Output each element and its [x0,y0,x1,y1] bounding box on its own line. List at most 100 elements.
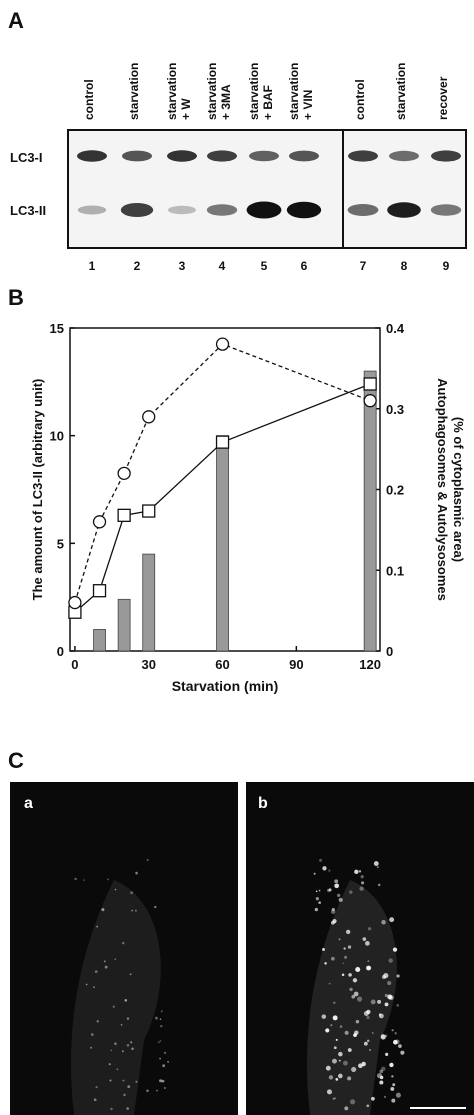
puncta [328,869,331,872]
puncta [376,1073,383,1079]
puncta [361,1061,366,1067]
image-label: b [258,795,268,812]
puncta [347,945,352,949]
band [430,204,462,216]
image-label: a [24,795,33,812]
puncta [344,1030,349,1035]
band [77,150,107,162]
lane-label: starvation [247,63,261,120]
lane-label: recover [436,76,450,120]
puncta [400,1050,405,1055]
puncta [349,987,353,992]
puncta [351,994,356,999]
puncta [126,1017,130,1020]
x-tick-label: 30 [141,657,155,672]
puncta [348,973,352,977]
puncta [367,927,372,931]
marker [215,435,230,449]
band [431,150,461,162]
puncta [120,1024,123,1026]
panel-label: B [8,285,24,310]
band [122,150,152,162]
band-label: LC3-I [10,150,43,165]
puncta [335,1038,338,1041]
puncta [379,1013,382,1016]
puncta [328,982,331,985]
puncta [337,1073,343,1079]
puncta [396,1004,400,1007]
puncta [344,955,348,959]
puncta [104,965,108,969]
puncta [391,1098,396,1103]
puncta [373,861,379,867]
bar [216,435,229,652]
puncta [167,1061,170,1063]
puncta [110,1049,113,1052]
puncta [130,891,134,895]
puncta [366,1015,370,1020]
puncta [353,1033,357,1038]
puncta [342,962,345,965]
marker [142,504,156,518]
puncta [108,1063,111,1066]
puncta [328,1075,334,1080]
y2-axis-label: Autophagosomes & Autolysosomes [435,378,450,601]
puncta [160,1010,163,1013]
puncta [159,1057,161,1060]
puncta [322,948,325,951]
puncta [146,859,149,862]
puncta [134,909,137,912]
y2-axis-label: (% of cytoplasmic area) [451,417,466,562]
lane-label: starvation [394,63,408,120]
marker [363,377,377,391]
puncta [389,1062,394,1068]
panel-label: A [8,8,24,33]
band [77,205,107,215]
puncta [347,1076,352,1081]
band [389,150,419,162]
puncta [338,1059,341,1062]
y-tick-label: 10 [50,429,64,444]
lane-label: + W [179,98,193,120]
puncta [159,1018,162,1021]
bar [117,598,131,652]
band [348,150,378,162]
puncta [334,883,340,889]
puncta [338,1051,343,1057]
puncta [122,1079,125,1082]
x-tick-label: 120 [359,657,381,672]
lane-number: 6 [301,259,308,273]
puncta [362,937,367,941]
puncta [349,890,353,894]
lane-number: 7 [360,259,367,273]
puncta [74,877,77,881]
puncta [90,1046,93,1049]
puncta [365,940,370,946]
puncta [126,1107,129,1110]
band [289,150,319,162]
puncta [383,1095,387,1098]
puncta [325,1065,331,1071]
puncta [161,1079,165,1083]
puncta [341,973,345,977]
puncta [354,869,359,875]
marker [117,508,131,522]
puncta [380,1034,386,1040]
puncta [333,1097,337,1100]
puncta [389,917,395,923]
y-axis-label: The amount of LC3-II (arbitrary unit) [30,379,45,601]
puncta [96,925,99,928]
puncta [112,1005,115,1008]
puncta [121,1050,124,1053]
puncta [328,888,332,892]
puncta [146,1089,149,1093]
band [387,202,421,218]
puncta [103,960,106,963]
lane-label: + VIN [301,90,315,120]
puncta [360,875,364,879]
bar [142,553,156,652]
puncta [343,947,346,950]
puncta [129,973,132,976]
puncta [319,858,323,862]
marker [68,595,82,610]
